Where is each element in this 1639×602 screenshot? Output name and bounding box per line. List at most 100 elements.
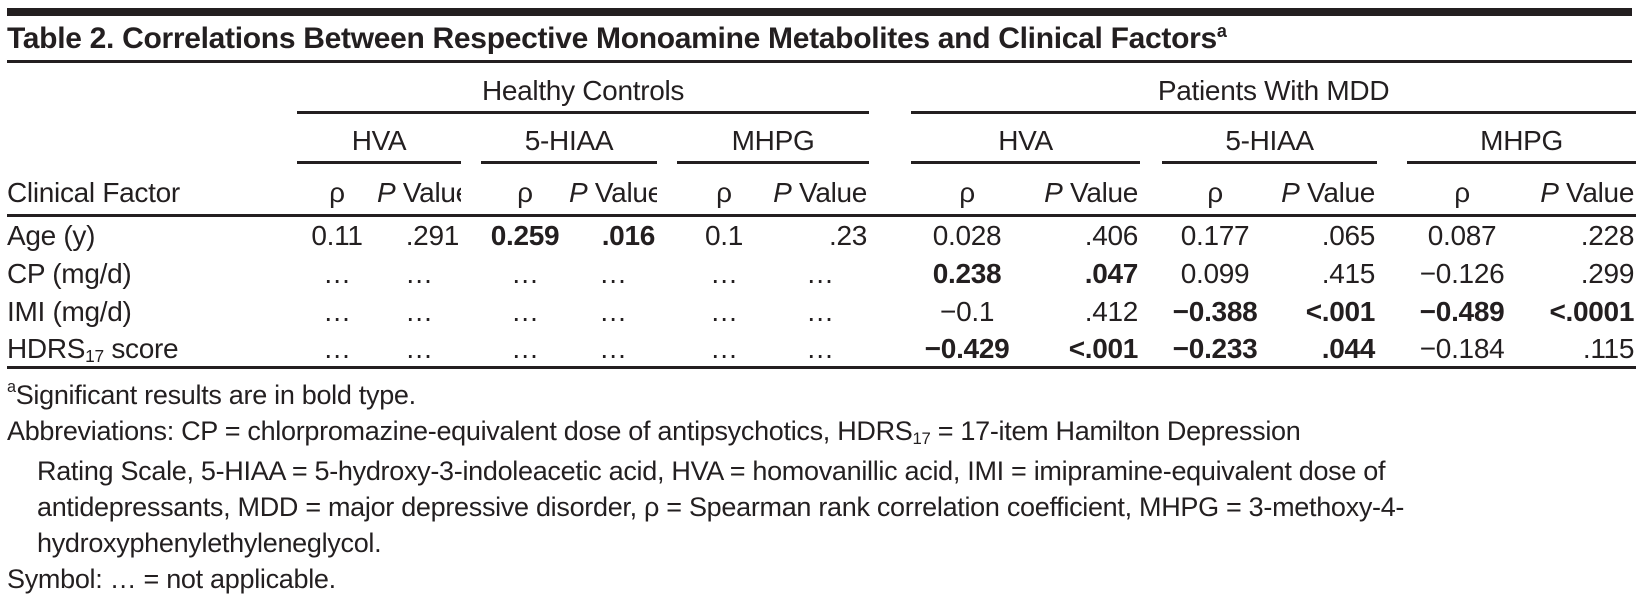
data-cell: .065 [1321, 220, 1376, 252]
table-title-footnote-marker: a [1216, 21, 1227, 41]
pvalue-value: Value [791, 177, 868, 208]
pvalue-value: Value [1299, 177, 1376, 208]
spacer-cell [1140, 113, 1162, 163]
pvalue-column-header: P Value [771, 162, 870, 217]
footnote-abbreviations-cont: Rating Scale, 5-HIAA = 5-hydroxy-3-indol… [37, 456, 1386, 486]
spacer-cell [869, 63, 911, 113]
correlations-table: Healthy Controls Patients With MDD HVA 5… [7, 63, 1637, 369]
data-cell: −0.126 [1419, 257, 1505, 289]
data-cell: .23 [829, 220, 868, 252]
data-cell: −0.1 [940, 295, 995, 327]
spacer-cell [461, 292, 481, 330]
pvalue-p: P [1281, 177, 1300, 208]
pvalue-column-header: P Value [1268, 162, 1378, 217]
pvalue-p: P [773, 177, 792, 208]
spacer-cell [461, 162, 481, 217]
metabolite-header-row: HVA 5-HIAA MHPG HVA 5-HIAA MHPG [7, 112, 1637, 164]
spacer-cell [461, 216, 481, 254]
pvalue-column-header: P Value [1517, 162, 1637, 217]
data-cell: −0.429 [911, 329, 1024, 369]
spacer-cell [657, 113, 677, 163]
row-label: CP (mg/d) [7, 257, 132, 289]
data-cell: .044 [1268, 329, 1378, 369]
rho-column-header: ρ [677, 162, 771, 217]
data-cell: … [405, 295, 433, 327]
pvalue-p: P [569, 177, 588, 208]
spacer-cell [869, 113, 911, 163]
data-cell: <.0001 [1549, 295, 1635, 327]
spacer-cell [1377, 292, 1407, 330]
spacer-cell [1140, 329, 1163, 369]
data-cell: … [771, 329, 870, 369]
data-cell: … [599, 295, 627, 327]
spacer-cell [657, 329, 677, 369]
metabolite-header: HVA [911, 112, 1141, 164]
spacer-cell [461, 254, 481, 292]
footnote-abbreviations: Abbreviations: CP = chlorpromazine-equiv… [7, 416, 1301, 449]
data-cell: .016 [601, 220, 656, 252]
pvalue-p: P [377, 177, 396, 208]
data-cell: .115 [1517, 329, 1637, 369]
spacer-cell [657, 162, 677, 217]
data-cell: −0.489 [1419, 295, 1505, 327]
data-cell: <.001 [1023, 329, 1141, 369]
pvalue-value: Value [1558, 177, 1635, 208]
row-label: HDRS17 score [7, 329, 297, 369]
table-footnotes: aSignificant results are in bold type. A… [7, 377, 1632, 597]
rho-column-header: ρ [481, 162, 569, 217]
metabolite-header: MHPG [677, 112, 870, 164]
metabolite-header: HVA [297, 112, 461, 164]
pvalue-value: Value [402, 177, 461, 208]
data-cell: 0.177 [1180, 220, 1250, 252]
data-cell: … [405, 257, 433, 289]
spacer-cell [461, 113, 481, 163]
spacer-cell [1377, 162, 1408, 217]
data-cell: 0.028 [932, 220, 1002, 252]
data-cell: −0.184 [1407, 329, 1518, 369]
data-cell: .228 [1580, 220, 1635, 252]
rho-column-header: ρ [297, 162, 377, 217]
spacer-cell [657, 254, 677, 292]
data-cell: .412 [1084, 295, 1139, 327]
data-cell: 0.238 [932, 257, 1002, 289]
footnote-significance: aSignificant results are in bold type. [7, 378, 416, 410]
spacer-cell [461, 329, 481, 369]
column-header-row: Clinical Factor ρ P Value ρ P Value ρ P … [7, 162, 1637, 217]
spacer-cell [869, 292, 911, 330]
spacer-cell [1377, 113, 1407, 163]
pvalue-value: Value [587, 177, 657, 208]
footnote-symbol: Symbol: … = not applicable. [7, 564, 336, 594]
data-cell: 0.099 [1180, 257, 1250, 289]
data-cell: .291 [405, 220, 460, 252]
table-row-imi: IMI (mg/d) … … … … … … −0.1 .412 −0.388 … [7, 292, 1636, 330]
top-thick-rule [7, 8, 1632, 16]
rho-column-header: ρ [911, 162, 1024, 217]
data-cell: … [297, 329, 377, 369]
spacer-cell [869, 162, 912, 217]
table-row-cp: CP (mg/d) … … … … … … 0.238 .047 0.099 .… [7, 254, 1636, 292]
spacer-cell [1377, 329, 1408, 369]
group-header-patients-mdd: Patients With MDD [911, 63, 1637, 114]
pvalue-p: P [1540, 177, 1559, 208]
pvalue-value: Value [1062, 177, 1139, 208]
pvalue-column-header: P Value [377, 162, 461, 217]
metabolite-header: MHPG [1407, 112, 1637, 164]
data-cell: .299 [1580, 257, 1635, 289]
spacer-cell [1140, 254, 1162, 292]
spacer-cell [1140, 216, 1162, 254]
data-cell: … [511, 257, 539, 289]
spacer-cell [869, 329, 912, 369]
data-cell: .047 [1084, 257, 1139, 289]
footnote-abbreviations-cont: hydroxyphenylethyleneglycol. [37, 528, 382, 558]
table-row-hdrs: HDRS17 score … … … … … … −0.429 <.001 −0… [7, 329, 1637, 369]
spacer-cell [869, 216, 911, 254]
pvalue-column-header: P Value [1023, 162, 1141, 217]
data-cell: … [710, 295, 738, 327]
data-cell: … [323, 295, 351, 327]
data-cell: −0.233 [1162, 329, 1269, 369]
data-cell: … [377, 329, 461, 369]
spacer-cell [1377, 254, 1407, 292]
data-cell: … [511, 295, 539, 327]
data-cell: .406 [1084, 220, 1139, 252]
